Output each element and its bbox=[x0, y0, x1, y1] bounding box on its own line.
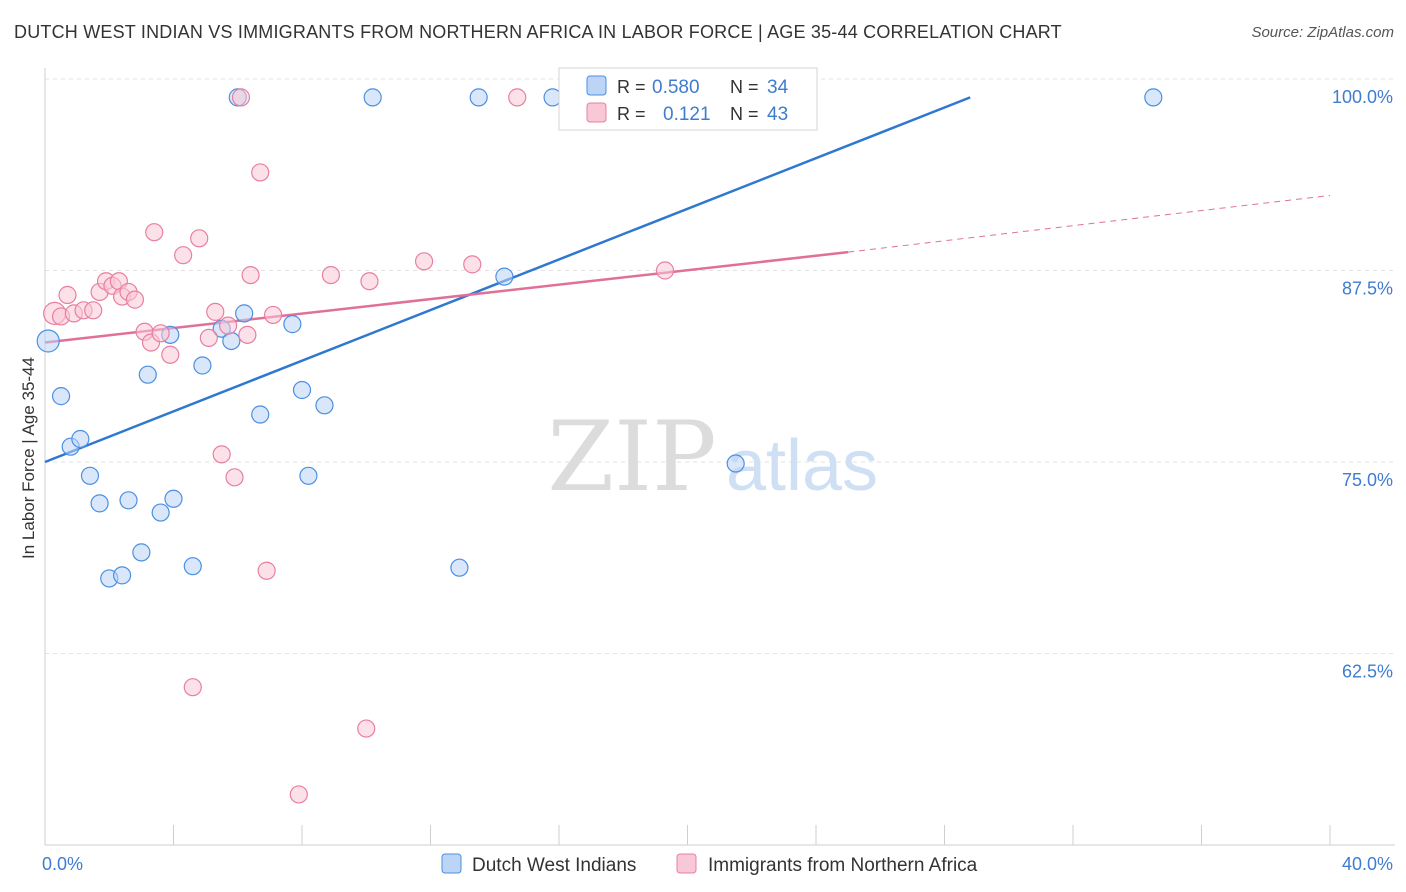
legend-r-label-2: R = bbox=[617, 104, 646, 124]
point-dutch-west-indians-17 bbox=[222, 331, 241, 351]
legend-n-value-1: 34 bbox=[767, 77, 789, 98]
point-dutch-west-indians-13 bbox=[164, 489, 183, 508]
legend-swatch-blue bbox=[586, 75, 607, 96]
point-dutch-west-indians-22 bbox=[292, 380, 312, 400]
point-dutch-west-indians-27 bbox=[469, 88, 488, 107]
point-dutch-west-indians-32 bbox=[1144, 88, 1163, 107]
axes bbox=[44, 68, 1395, 846]
point-dutch-west-indians-24 bbox=[315, 396, 334, 415]
point-northern-africa-38 bbox=[508, 88, 527, 107]
y-tick-label-3: 100.0% bbox=[1332, 87, 1393, 107]
point-dutch-west-indians-10 bbox=[138, 365, 157, 384]
watermark-atlas: atlas bbox=[726, 426, 878, 506]
point-northern-africa-33 bbox=[321, 265, 341, 285]
correlation-legend: R = 0.580 N = 34 R = 0.121 N = 43 bbox=[558, 67, 818, 131]
watermark-zip: ZIP bbox=[547, 401, 716, 513]
point-northern-africa-22 bbox=[206, 302, 225, 321]
point-northern-africa-39 bbox=[655, 261, 675, 280]
x-tick-label-1: 40.0% bbox=[1342, 854, 1393, 874]
point-dutch-west-indians-31 bbox=[726, 454, 745, 473]
point-northern-africa-19 bbox=[183, 678, 202, 697]
bottom-legend-label-2: Immigrants from Northern Africa bbox=[708, 855, 978, 876]
point-northern-africa-35 bbox=[360, 272, 379, 291]
point-northern-africa-25 bbox=[225, 468, 244, 487]
point-northern-africa-31 bbox=[263, 305, 283, 325]
point-dutch-west-indians-25 bbox=[363, 88, 382, 107]
point-northern-africa-21 bbox=[199, 328, 218, 348]
trend-line-northern-africa-extension bbox=[848, 194, 1331, 253]
bottom-legend-swatch-pink bbox=[676, 853, 697, 874]
legend-n-label-1: N = bbox=[730, 77, 759, 97]
legend-swatch-pink bbox=[586, 102, 607, 123]
point-dutch-west-indians-4 bbox=[80, 466, 100, 485]
point-dutch-west-indians-7 bbox=[112, 566, 132, 585]
point-dutch-west-indians-1 bbox=[51, 387, 71, 406]
y-tick-labels: 62.5% 75.0% 87.5% 100.0% bbox=[1332, 87, 1393, 682]
point-northern-africa-28 bbox=[241, 265, 260, 285]
point-dutch-west-indians-9 bbox=[132, 543, 151, 562]
legend-r-value-1: 0.580 bbox=[652, 77, 700, 98]
point-dutch-west-indians-26 bbox=[450, 558, 469, 577]
point-northern-africa-18 bbox=[174, 246, 193, 265]
y-axis-label: In Labor Force | Age 35-44 bbox=[19, 357, 38, 559]
legend-n-value-2: 43 bbox=[767, 104, 788, 125]
point-dutch-west-indians-8 bbox=[119, 491, 138, 510]
point-northern-africa-26 bbox=[231, 88, 251, 107]
trend-line-northern-africa bbox=[44, 250, 849, 344]
point-dutch-west-indians-23 bbox=[299, 466, 318, 485]
x-tick-labels: 0.0% 40.0% bbox=[42, 854, 1393, 874]
point-northern-africa-32 bbox=[289, 785, 308, 804]
gridlines bbox=[45, 78, 1395, 654]
point-dutch-west-indians-14 bbox=[183, 557, 202, 576]
point-northern-africa-37 bbox=[463, 255, 482, 274]
point-dutch-west-indians-19 bbox=[235, 304, 254, 323]
point-dutch-west-indians-20 bbox=[251, 405, 270, 424]
legend-n-label-2: N = bbox=[730, 104, 759, 124]
point-dutch-west-indians-21 bbox=[283, 315, 302, 334]
point-northern-africa-30 bbox=[257, 561, 276, 580]
point-northern-africa-20 bbox=[190, 229, 209, 248]
y-tick-label-2: 87.5% bbox=[1342, 279, 1393, 299]
point-dutch-west-indians-11 bbox=[151, 503, 170, 522]
point-northern-africa-29 bbox=[251, 163, 270, 182]
chart-title: DUTCH WEST INDIAN VS IMMIGRANTS FROM NOR… bbox=[14, 22, 1062, 42]
bottom-legend-label-1: Dutch West Indians bbox=[472, 855, 636, 876]
point-northern-africa-12 bbox=[125, 290, 145, 309]
point-dutch-west-indians-0 bbox=[36, 329, 60, 353]
y-tick-label-0: 62.5% bbox=[1342, 662, 1393, 682]
legend-r-value-2: 0.121 bbox=[663, 104, 711, 125]
point-northern-africa-2 bbox=[58, 285, 77, 305]
point-northern-africa-16 bbox=[151, 324, 170, 343]
point-northern-africa-36 bbox=[414, 252, 434, 271]
bottom-legend-swatch-blue bbox=[441, 853, 462, 874]
point-dutch-west-indians-15 bbox=[193, 356, 212, 375]
data-points bbox=[36, 88, 1163, 804]
legend-r-label-1: R = bbox=[617, 77, 646, 97]
point-northern-africa-5 bbox=[84, 301, 103, 320]
x-tick-label-0: 0.0% bbox=[42, 854, 83, 874]
source-label: Source: ZipAtlas.com bbox=[1251, 24, 1394, 41]
point-dutch-west-indians-28 bbox=[495, 267, 514, 286]
series-legend: Dutch West Indians Immigrants from North… bbox=[441, 853, 978, 876]
point-northern-africa-24 bbox=[219, 316, 238, 335]
point-northern-africa-34 bbox=[357, 719, 376, 738]
y-tick-label-1: 75.0% bbox=[1342, 470, 1393, 490]
point-northern-africa-23 bbox=[212, 445, 231, 464]
point-northern-africa-27 bbox=[238, 325, 257, 344]
point-northern-africa-15 bbox=[145, 223, 164, 242]
point-northern-africa-17 bbox=[161, 345, 180, 364]
point-dutch-west-indians-3 bbox=[71, 429, 90, 449]
point-dutch-west-indians-5 bbox=[90, 494, 109, 513]
